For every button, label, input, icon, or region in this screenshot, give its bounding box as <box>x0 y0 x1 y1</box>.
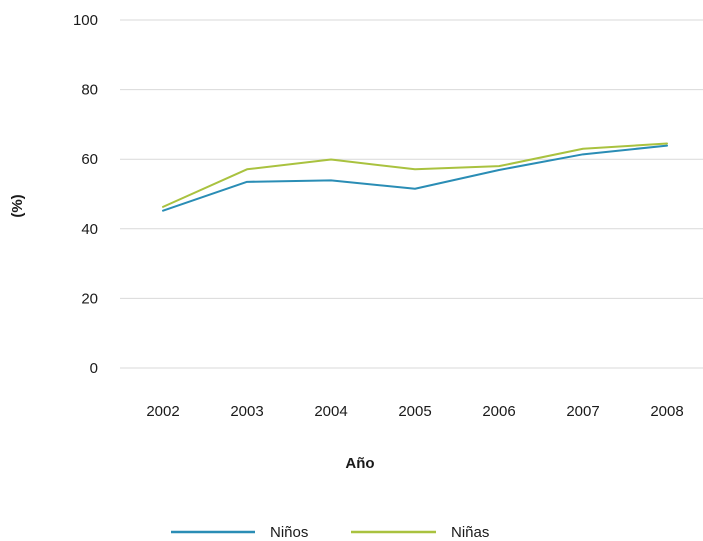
x-tick-label: 2008 <box>650 403 683 420</box>
x-tick-label: 2006 <box>482 403 515 420</box>
series-line-ninos <box>162 144 668 212</box>
legend-label: Niños <box>270 524 308 541</box>
x-tick-label: 2003 <box>230 403 263 420</box>
y-axis-title: (%) <box>9 194 26 217</box>
y-tick-labels: 0 20 40 60 80 100 <box>73 12 98 377</box>
series-lines <box>162 142 668 212</box>
x-tick-label: 2005 <box>398 403 431 420</box>
legend-label: Niñas <box>451 524 489 541</box>
y-tick-label: 60 <box>81 151 98 168</box>
x-axis-title: Año <box>345 455 374 472</box>
x-tick-label: 2004 <box>314 403 347 420</box>
grid-lines <box>120 19 703 369</box>
y-tick-label: 100 <box>73 12 98 29</box>
x-tick-label: 2007 <box>566 403 599 420</box>
y-tick-label: 40 <box>81 221 98 238</box>
x-tick-labels: 2002 2003 2004 2005 2006 2007 2008 <box>146 403 683 420</box>
y-tick-label: 0 <box>90 360 98 377</box>
y-tick-label: 20 <box>81 290 98 307</box>
x-tick-label: 2002 <box>146 403 179 420</box>
y-tick-label: 80 <box>81 82 98 99</box>
legend: Niños Niñas <box>171 524 489 541</box>
